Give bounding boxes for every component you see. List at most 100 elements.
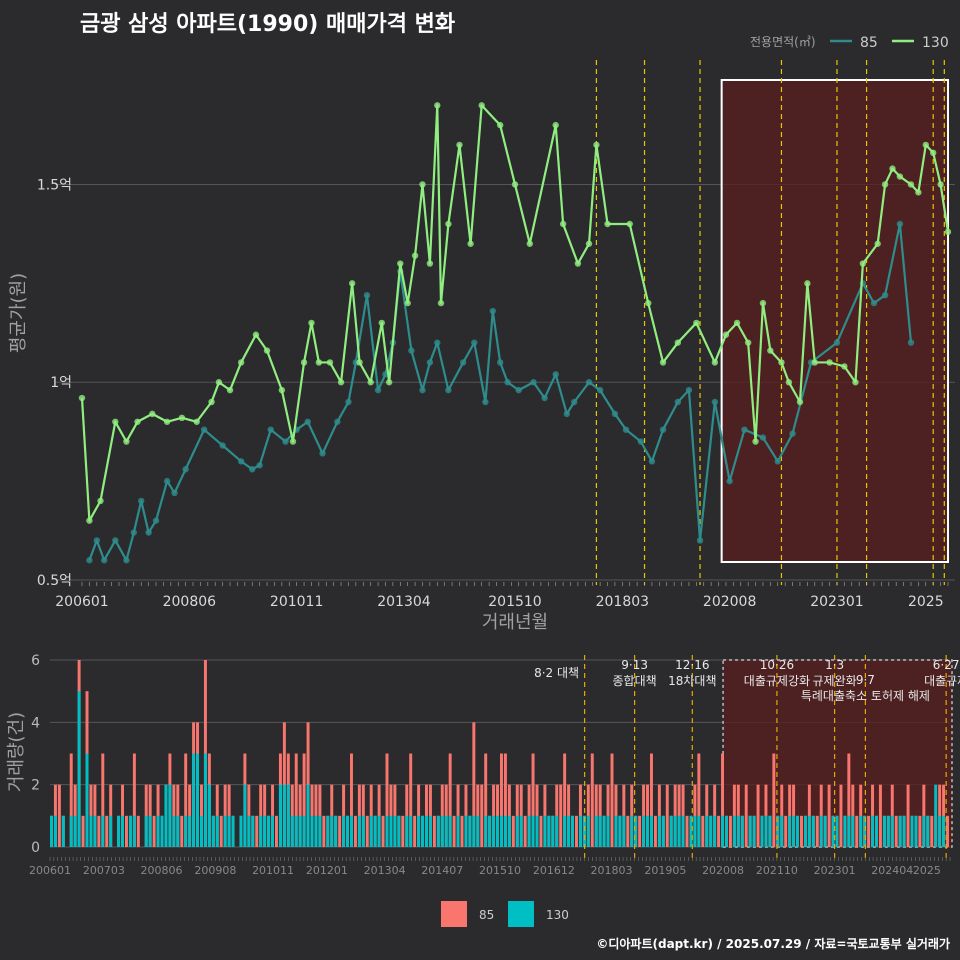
series-85-point-2 xyxy=(101,557,108,564)
series-85-point-62 xyxy=(789,430,796,437)
bar-130-226 xyxy=(942,815,946,847)
price-x-tick-0: 200601 xyxy=(55,594,108,610)
series-85-point-60 xyxy=(759,434,767,441)
price-chart-highlight xyxy=(720,79,950,563)
series-130-point-41 xyxy=(526,240,534,247)
bar-130-29 xyxy=(164,784,168,847)
bar-130-58 xyxy=(278,784,282,847)
series-130-point-18 xyxy=(300,359,308,366)
bar-130-15 xyxy=(109,815,113,847)
bar-130-27 xyxy=(156,815,160,847)
bar-130-78 xyxy=(357,815,361,847)
series-130-point-49 xyxy=(645,299,652,307)
series-130-point-10 xyxy=(208,398,215,406)
series-130-point-26 xyxy=(378,319,385,327)
series-85-point-26 xyxy=(374,386,382,394)
series-130-point-53 xyxy=(711,359,719,366)
bar-85-227 xyxy=(946,815,950,847)
policy-label-4-1: 규제완화 xyxy=(813,674,857,688)
bar-85-59 xyxy=(282,722,286,847)
bar-130-70 xyxy=(326,815,330,847)
series-130-point-14 xyxy=(252,331,260,338)
series-85-point-11 xyxy=(182,466,189,473)
series-130-point-37 xyxy=(467,240,474,247)
series-130-point-33 xyxy=(434,102,441,109)
bar-130-71 xyxy=(330,815,334,847)
bar-130-45 xyxy=(227,815,231,847)
series-130-point-12 xyxy=(226,386,234,394)
series-85-point-3 xyxy=(112,537,119,544)
price-x-tick-3: 201304 xyxy=(377,594,431,610)
volume-x-tick-3: 200908 xyxy=(194,864,236,877)
bar-130-67 xyxy=(314,815,318,847)
series-130-point-50 xyxy=(659,359,667,366)
bar-130-196 xyxy=(823,815,827,847)
series-130-point-70 xyxy=(881,181,889,188)
series-130-point-39 xyxy=(496,121,504,129)
bar-130-6 xyxy=(73,815,77,847)
series-130-point-0 xyxy=(78,394,86,402)
series-85-point-8 xyxy=(152,517,160,524)
series-130-point-42 xyxy=(552,121,559,129)
bar-85-146 xyxy=(626,815,630,847)
bar-130-56 xyxy=(271,815,275,847)
bar-130-34 xyxy=(184,815,188,847)
series-85-point-53 xyxy=(659,426,667,433)
bar-130-206 xyxy=(863,815,867,847)
bar-130-198 xyxy=(831,815,835,847)
bar-85-92 xyxy=(413,815,417,847)
bar-130-211 xyxy=(882,815,886,847)
bar-130-166 xyxy=(705,815,709,847)
bar-85-117 xyxy=(511,815,515,847)
series-85-point-12 xyxy=(200,426,208,433)
volume-y-tick-2: 4 xyxy=(31,715,40,731)
bar-130-63 xyxy=(298,815,302,847)
bar-130-131 xyxy=(567,815,571,847)
series-130-point-8 xyxy=(178,414,186,422)
series-130-point-67 xyxy=(852,379,859,386)
bar-130-213 xyxy=(890,815,894,847)
series-85-point-45 xyxy=(563,410,571,418)
bar-130-170 xyxy=(721,815,725,847)
bar-130-145 xyxy=(622,815,626,847)
bar-130-59 xyxy=(282,784,286,847)
bar-130-64 xyxy=(302,815,306,847)
series-130-point-58 xyxy=(759,299,767,307)
series-130-point-65 xyxy=(826,359,833,366)
series-85-point-61 xyxy=(774,458,781,465)
bar-85-122 xyxy=(531,753,535,847)
series-85-point-69 xyxy=(907,339,915,346)
bar-130-195 xyxy=(819,815,823,847)
series-130-point-51 xyxy=(674,339,682,346)
bar-130-215 xyxy=(898,815,902,847)
bar-130-174 xyxy=(736,815,740,847)
price-x-tick-5: 201803 xyxy=(596,594,649,610)
volume-x-tick-1: 200703 xyxy=(83,864,125,877)
bar-85-137 xyxy=(590,753,594,847)
volume-chart-legend: 85 130 xyxy=(441,901,569,927)
series-130-point-73 xyxy=(907,181,915,188)
bar-130-1 xyxy=(53,815,57,847)
bar-130-38 xyxy=(200,815,203,847)
bar-130-37 xyxy=(196,753,200,847)
bar-130-159 xyxy=(677,815,681,847)
bar-130-65 xyxy=(306,784,310,847)
bar-85-186 xyxy=(784,815,788,847)
series-130-point-6 xyxy=(149,410,156,418)
bar-130-132 xyxy=(571,815,575,847)
bar-130-160 xyxy=(681,815,685,847)
bar-85-129 xyxy=(559,784,563,847)
policy-label-2-1: 18차대책 xyxy=(668,673,716,688)
series-85-point-56 xyxy=(696,537,704,544)
bar-85-217 xyxy=(906,784,910,847)
bar-130-101 xyxy=(448,815,452,847)
bar-130-51 xyxy=(251,815,255,847)
policy-label-6-1: 대출규제 xyxy=(924,674,960,688)
bar-130-191 xyxy=(803,815,807,847)
series-130-point-17 xyxy=(289,438,297,445)
bar-130-135 xyxy=(582,815,586,847)
series-130-point-75 xyxy=(922,141,929,149)
bar-130-75 xyxy=(346,815,350,847)
legend-bar-130-swatch xyxy=(508,901,534,927)
price-y-tick-1: 1억 xyxy=(50,375,72,391)
